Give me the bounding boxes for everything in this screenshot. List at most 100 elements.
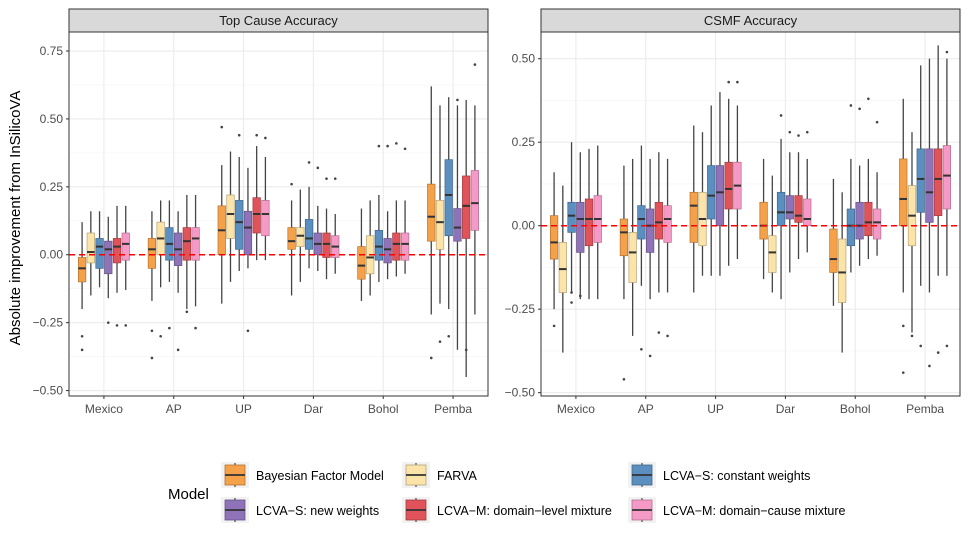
box-mexico [112,205,122,327]
outlier-point [307,161,311,164]
outlier-point [456,98,459,102]
box [182,227,191,261]
box [846,208,856,247]
box [435,200,445,250]
box [104,240,113,275]
box-dar [759,158,768,280]
series-farva [558,132,917,353]
box-up [252,133,261,261]
box-ap [619,165,629,381]
box-bohol [357,208,366,301]
series-lcva-s-constant-weights [95,97,453,338]
series-lcva-m-domain-level-mixture [584,45,943,354]
y-tick-label: 0.25 [40,180,64,194]
box [838,238,847,303]
outlier-point [386,144,389,148]
outlier-point [80,334,84,338]
box-mexico [104,216,113,324]
x-tick-label: AP [638,402,654,416]
box-ap [654,152,663,334]
legend-label: LCVA−M: domain−level mixture [437,504,612,518]
box-mexico [584,148,594,300]
box [121,232,130,261]
box-pemba [916,65,925,348]
outlier-point [805,130,809,134]
legend-item-farva: FARVA [402,462,477,488]
box-up [707,105,716,276]
y-tick-label: −0.50 [33,384,64,398]
outlier-point [429,356,433,360]
box [925,148,934,223]
outlier-point [736,80,739,84]
outlier-point [473,63,477,66]
x-tick-label: Pemba [434,402,472,416]
box-bohol [864,97,873,260]
outlier-point [246,329,250,333]
box-mexico [567,142,576,304]
box [942,145,952,210]
box [400,232,410,261]
box-mexico [86,211,95,296]
x-tick-label: Dar [776,402,795,416]
outlier-point [150,329,154,333]
outlier-point [727,80,730,84]
outlier-point [945,50,949,54]
outlier-point [194,326,197,330]
x-tick-label: UP [235,402,252,416]
y-tick-label: 0.50 [40,112,64,126]
box-ap [156,200,165,338]
outlier-point [438,340,442,343]
box [855,201,864,240]
box-pemba [942,50,952,348]
box-up [243,167,253,333]
box-bohol [374,144,383,282]
y-axis-label: Absolute improvement from InSilicoVA [7,91,24,346]
box-bohol [383,144,392,280]
box-mexico [576,152,585,300]
legend-label: FARVA [437,469,477,483]
panels: Top Cause Accuracy −0.50 −0.25 0.00 0.25 0.50… [33,8,961,416]
outlier-point [150,356,154,360]
outlier-point [447,334,451,338]
box-mexico [121,205,130,327]
outlier-point [640,347,643,351]
box [829,228,838,273]
outlier-point [648,354,652,358]
box-dar [287,182,296,296]
box-up [261,136,270,261]
box [637,205,646,240]
box-dar [296,189,305,282]
y-tick-label: 0.50 [512,52,536,66]
box-ap [182,194,191,314]
series-lcva-s-new-weights [104,98,462,352]
legend-label: Bayesian Factor Model [256,469,384,483]
box [322,232,331,258]
outlier-point [788,130,792,134]
outlier-point [570,301,573,304]
box-dar [304,161,314,269]
legend-label: LCVA−S: new weights [256,504,379,518]
legend-item-lcva-m-domain-level-mixture: LCVA−M: domain−level mixture [402,497,612,523]
outlier-point [657,331,661,334]
outlier-point [115,324,119,327]
box [304,219,314,250]
x-tick-label: Bohol [840,402,871,416]
box [628,232,637,283]
box-up [689,125,698,293]
series-lcva-s-constant-weights [567,65,925,351]
box [776,191,786,227]
box [576,201,585,253]
legend-item-lcva-s-new-weights: LCVA−S: new weights [221,497,379,523]
box-up [733,80,742,260]
box [803,198,812,227]
outlier-point [124,324,128,327]
outlier-point [779,114,783,117]
outlier-point [395,142,398,145]
outlier-point [945,344,949,348]
box [934,148,943,217]
box-pemba [427,86,436,360]
box-mexico [77,222,87,352]
outlier-point [578,294,582,298]
box [470,170,480,231]
